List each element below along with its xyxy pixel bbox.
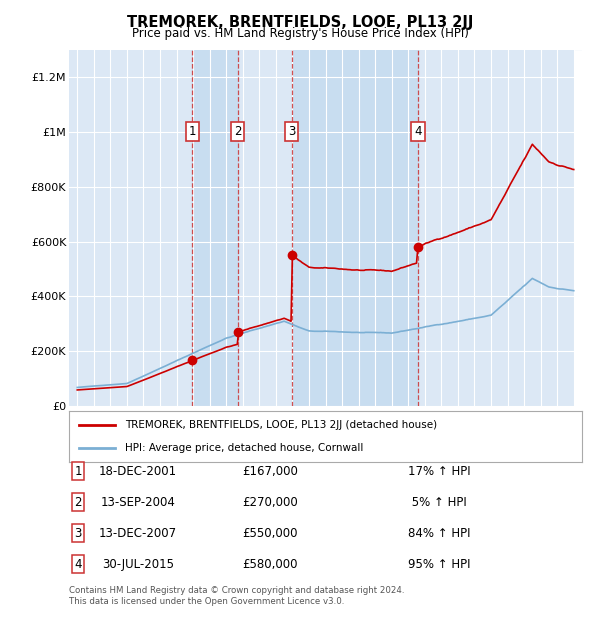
Bar — [292, 50, 418, 406]
Text: £270,000: £270,000 — [242, 496, 298, 508]
Text: 1: 1 — [74, 465, 82, 477]
Text: 95% ↑ HPI: 95% ↑ HPI — [408, 558, 470, 570]
Text: Price paid vs. HM Land Registry's House Price Index (HPI): Price paid vs. HM Land Registry's House … — [131, 27, 469, 40]
Text: 30-JUL-2015: 30-JUL-2015 — [102, 558, 174, 570]
Text: 2: 2 — [74, 496, 82, 508]
Text: This data is licensed under the Open Government Licence v3.0.: This data is licensed under the Open Gov… — [69, 597, 344, 606]
Text: 5% ↑ HPI: 5% ↑ HPI — [408, 496, 467, 508]
Bar — [574, 50, 590, 406]
Text: £167,000: £167,000 — [242, 465, 298, 477]
Text: 1: 1 — [189, 125, 196, 138]
Text: 3: 3 — [288, 125, 295, 138]
Text: £550,000: £550,000 — [242, 527, 298, 539]
Text: £580,000: £580,000 — [242, 558, 298, 570]
Text: 3: 3 — [74, 527, 82, 539]
Text: TREMOREK, BRENTFIELDS, LOOE, PL13 2JJ (detached house): TREMOREK, BRENTFIELDS, LOOE, PL13 2JJ (d… — [125, 420, 437, 430]
Text: 18-DEC-2001: 18-DEC-2001 — [99, 465, 177, 477]
Text: 13-DEC-2007: 13-DEC-2007 — [99, 527, 177, 539]
Text: HPI: Average price, detached house, Cornwall: HPI: Average price, detached house, Corn… — [125, 443, 364, 453]
Text: 4: 4 — [414, 125, 422, 138]
Text: 4: 4 — [74, 558, 82, 570]
Text: TREMOREK, BRENTFIELDS, LOOE, PL13 2JJ: TREMOREK, BRENTFIELDS, LOOE, PL13 2JJ — [127, 16, 473, 30]
Text: 17% ↑ HPI: 17% ↑ HPI — [408, 465, 470, 477]
Text: 13-SEP-2004: 13-SEP-2004 — [101, 496, 175, 508]
Text: Contains HM Land Registry data © Crown copyright and database right 2024.: Contains HM Land Registry data © Crown c… — [69, 586, 404, 595]
Text: 2: 2 — [234, 125, 242, 138]
Text: 84% ↑ HPI: 84% ↑ HPI — [408, 527, 470, 539]
Bar — [193, 50, 238, 406]
